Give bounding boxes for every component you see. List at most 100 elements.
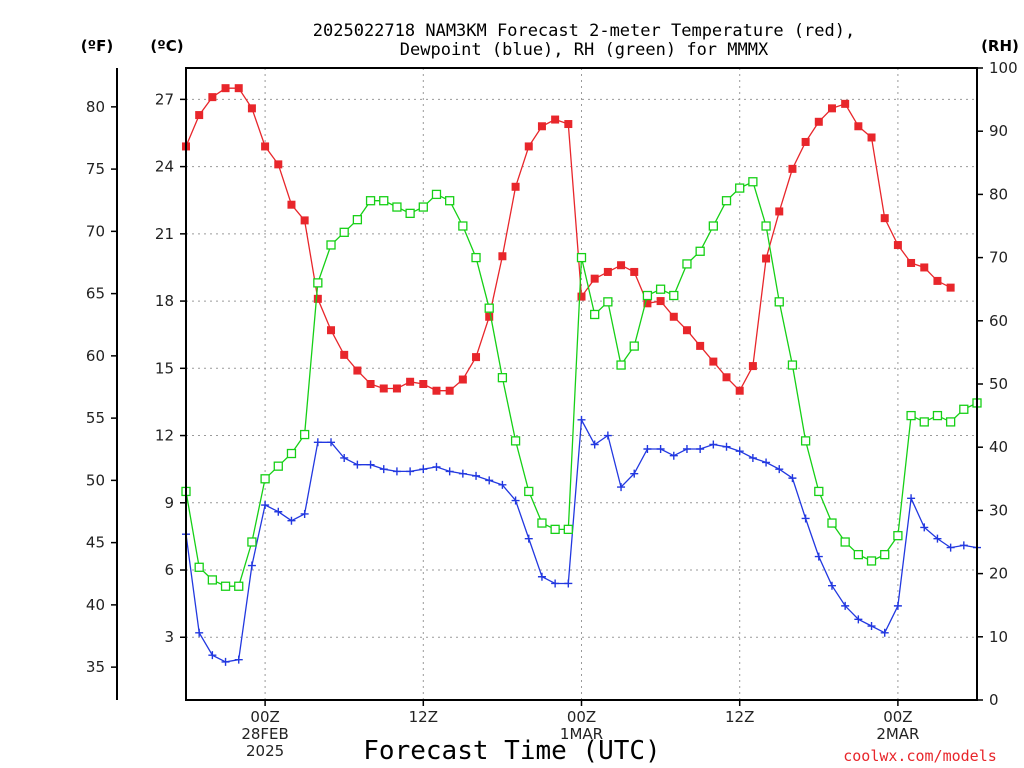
series-layer (181, 84, 982, 666)
dewpoint-point (920, 523, 929, 532)
rh-point (629, 341, 639, 351)
fahrenheit-tick-label: 50 (86, 471, 105, 489)
rh-point (932, 410, 943, 421)
temperature-point (762, 254, 771, 263)
celsius-tick-label: 27 (155, 90, 174, 108)
rh-point (906, 410, 916, 421)
temperature-point (682, 326, 691, 335)
dewpoint-point (827, 581, 836, 590)
temperature-point (472, 353, 481, 362)
fahrenheit-tick-label: 45 (86, 534, 105, 552)
rh-point (550, 524, 560, 535)
temperature-point (221, 84, 230, 93)
rh-tick-label: 10 (989, 628, 1008, 646)
rh-point (484, 303, 494, 313)
dewpoint-point (893, 601, 902, 610)
dewpoint-point (472, 471, 481, 480)
dewpoint-point (445, 467, 454, 476)
dewpoint-point (709, 440, 718, 449)
rh-point (919, 417, 929, 427)
rh-tick-label: 20 (989, 565, 1008, 583)
fahrenheit-tick-label: 75 (86, 160, 105, 178)
temperature-point (366, 380, 375, 388)
rh-point (234, 581, 244, 591)
rh-point (418, 202, 428, 212)
dewpoint-point (577, 415, 586, 424)
dewpoint-point (735, 447, 744, 456)
rh-point (563, 524, 573, 535)
rh-point (616, 360, 626, 370)
dewpoint-point (300, 509, 309, 518)
dewpoint-point (907, 494, 916, 503)
rh-tick-label: 80 (989, 185, 1008, 203)
chart-title-line2: Dewpoint (blue), RH (green) for MMMX (400, 40, 769, 60)
celsius-tick-label: 15 (155, 359, 174, 377)
celsius-tick-label: 9 (164, 494, 174, 512)
temperature-point (735, 386, 744, 395)
dewpoint-point (814, 552, 823, 561)
fahrenheit-tick-label: 65 (86, 285, 105, 303)
temperature-point (498, 252, 507, 261)
temperature-point (485, 312, 494, 321)
dewpoint-point (261, 501, 270, 510)
celsius-tick-label: 24 (155, 158, 174, 176)
temperature-point (234, 84, 243, 93)
rh-point (194, 562, 204, 572)
temperature-line (185, 87, 951, 392)
dewpoint-point (643, 444, 652, 453)
dewpoint-point (221, 657, 230, 666)
dewpoint-point (841, 601, 850, 610)
temperature-point (643, 299, 652, 308)
rh-point (379, 196, 389, 206)
rh-point (471, 252, 481, 263)
dewpoint-point (432, 462, 441, 471)
dewpoint-point (511, 496, 520, 505)
fahrenheit-tick-label: 55 (86, 409, 105, 427)
temperature-point (617, 261, 626, 270)
rh-point (655, 284, 666, 294)
dewpoint-point (854, 615, 863, 624)
dewpoint-point (234, 655, 243, 664)
x-tick-label: 28FEB (241, 725, 288, 743)
rh-tick-label: 100 (989, 59, 1018, 77)
temperature-point (841, 99, 850, 108)
temperature-point (353, 366, 362, 375)
temperature-point (722, 373, 731, 382)
rh-point (642, 290, 653, 301)
temperature-point (590, 274, 599, 283)
rh-unit-label: (RH) (981, 37, 1019, 55)
temperature-point (274, 160, 283, 169)
temperature-point (208, 93, 217, 102)
temperature-point (524, 142, 533, 151)
temperature-point (880, 214, 889, 223)
temperature-point (907, 258, 916, 267)
fahrenheit-tick-label: 80 (86, 98, 105, 116)
dewpoint-point (933, 534, 942, 543)
rh-point (445, 196, 455, 206)
temperature-point (630, 267, 639, 276)
dewpoint-point (867, 622, 876, 631)
rh-point (405, 208, 415, 219)
temperature-point (577, 292, 586, 301)
rh-point (682, 259, 692, 269)
dewpoint-point (669, 451, 678, 460)
celsius-tick-label: 3 (164, 628, 174, 646)
rh-point (537, 518, 547, 528)
temperature-point (340, 350, 349, 359)
rh-point (576, 252, 587, 263)
rh-point (959, 404, 969, 414)
rh-point (207, 575, 218, 585)
rh-tick-label: 40 (989, 438, 1008, 456)
x-tick-label: 2025 (246, 742, 284, 760)
temperature-point (432, 386, 441, 395)
x-tick-label: 00Z (250, 708, 279, 726)
celsius-unit-label: (ºC) (150, 37, 183, 55)
rh-point (866, 556, 877, 566)
x-tick-label: 12Z (725, 708, 754, 726)
dewpoint-point (274, 507, 283, 516)
temperature-point (867, 133, 876, 142)
rh-point (774, 297, 784, 307)
dewpoint-point (366, 460, 375, 469)
rh-point (313, 278, 323, 288)
